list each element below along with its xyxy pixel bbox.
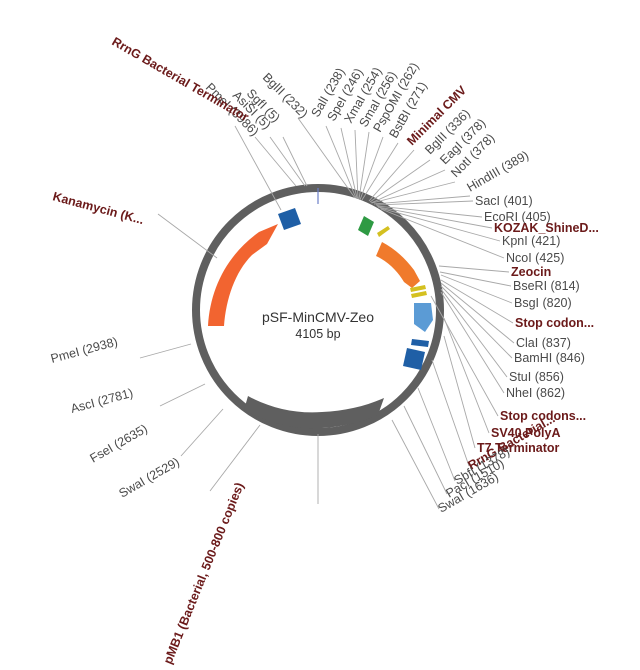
leader-stop-codons xyxy=(430,295,499,417)
leader-eagi-378 xyxy=(370,169,446,204)
site-label-saci-401[interactable]: SacI (401) xyxy=(475,194,533,208)
feature-label-rrng-terminator-top[interactable]: RrnG Bacterial Terminator xyxy=(110,34,252,124)
site-label-bamhi-846[interactable]: BamHI (846) xyxy=(514,351,585,365)
leader-ecori-405 xyxy=(376,205,483,218)
leader-nhei-862 xyxy=(440,291,505,394)
leader-sv40-polya xyxy=(443,317,490,434)
leader-bamhi-846 xyxy=(440,285,513,359)
leader-sbfi-1378 xyxy=(417,387,456,482)
leader-ncoi-425 xyxy=(380,208,505,259)
leader-asisi-5 xyxy=(269,136,306,187)
center-size: 4105 bp xyxy=(295,327,340,341)
feature-label-sv40-polya[interactable]: SV40 PolyA xyxy=(491,426,560,440)
leader-xmai-254 xyxy=(354,129,359,200)
leader-kanamycin xyxy=(157,213,218,259)
leader-psp0mi-262 xyxy=(359,136,384,201)
leader-minimal-cmv xyxy=(368,149,415,202)
site-label-bsgi-820[interactable]: BsgI (820) xyxy=(514,296,572,310)
leader-stop-codon xyxy=(440,279,514,324)
site-label-ecori-405[interactable]: EcoRI (405) xyxy=(484,210,551,224)
leader-bsgi-820 xyxy=(440,274,513,304)
leader-bstbi-271 xyxy=(361,142,399,201)
leader-zeocin xyxy=(438,265,510,273)
feature-stop-codons-glyph[interactable] xyxy=(411,291,427,298)
leader-lines xyxy=(139,117,515,510)
feature-pmb1-glyph[interactable] xyxy=(244,396,384,429)
feature-rrng-bacterial-glyph[interactable] xyxy=(403,348,425,370)
leader-sgfi-5 xyxy=(282,136,308,187)
leader-asci-2781 xyxy=(159,383,206,407)
leader-paci-1510 xyxy=(403,405,448,495)
leader-swai-1636 xyxy=(391,419,440,510)
leader-bglii-232 xyxy=(297,117,356,199)
leader-noti-378 xyxy=(371,181,456,204)
site-label-ncoi-425[interactable]: NcoI (425) xyxy=(506,251,564,265)
feature-label-kozak[interactable]: KOZAK_ShineD... xyxy=(494,221,599,235)
feature-kozak-glyph[interactable] xyxy=(377,226,390,237)
feature-zeocin-glyph[interactable] xyxy=(376,242,420,288)
leader-clai-837 xyxy=(440,282,515,344)
leader-kozak xyxy=(377,206,493,229)
site-label-pmei-2938[interactable]: PmeI (2938) xyxy=(49,335,119,366)
feature-label-stop-codons[interactable]: Stop codons... xyxy=(500,409,586,423)
leader-bglii-336 xyxy=(369,159,431,203)
feature-t7-terminator-glyph[interactable] xyxy=(411,339,429,347)
leader-smai-256 xyxy=(358,131,370,200)
leader-pmei-3986 xyxy=(254,136,297,187)
feature-sv40-polya-glyph[interactable] xyxy=(414,303,433,332)
site-label-asci-2781[interactable]: AscI (2781) xyxy=(69,386,134,416)
leader-pmei-2938 xyxy=(139,343,192,359)
feature-label-kanamycin[interactable]: Kanamycin (K... xyxy=(51,189,145,227)
leader-stui-856 xyxy=(440,288,508,378)
site-label-stui-856[interactable]: StuI (856) xyxy=(509,370,564,384)
leader-sali-238 xyxy=(325,125,357,199)
leader-bseri-814 xyxy=(439,271,512,287)
site-label-bseri-814[interactable]: BseRI (814) xyxy=(513,279,580,293)
leader-hindiii-389 xyxy=(373,195,471,205)
leader-rrng-terminator-top xyxy=(234,125,282,211)
leader-swai-2529 xyxy=(209,424,261,492)
site-label-clai-837[interactable]: ClaI (837) xyxy=(516,336,571,350)
leader-rrng-bacterial xyxy=(431,359,470,467)
leader-t7-terminator xyxy=(443,335,476,449)
site-label-fsei-2635[interactable]: FseI (2635) xyxy=(88,422,150,466)
feature-label-stop-codon[interactable]: Stop codon... xyxy=(515,316,594,330)
feature-label-zeocin[interactable]: Zeocin xyxy=(511,265,551,279)
leader-fsei-2635 xyxy=(180,408,224,457)
center-title: pSF-MinCMV-Zeo xyxy=(262,309,374,325)
feature-kanamycin-glyph[interactable] xyxy=(208,224,278,326)
leader-kpni-421 xyxy=(379,207,501,242)
feature-label-pmb1[interactable]: pMB1 (Bacterial, 500-800 copies) xyxy=(161,481,247,667)
labels: pSF-MinCMV-Zeo 4105 bp PmeI (3986)AsiSI … xyxy=(49,34,599,666)
feature-stop-codon-glyph[interactable] xyxy=(410,285,426,292)
site-label-nhei-862[interactable]: NheI (862) xyxy=(506,386,565,400)
feature-minimal-cmv-glyph[interactable] xyxy=(358,216,374,236)
leader-saci-401 xyxy=(375,200,474,206)
leader-spei-246 xyxy=(340,127,358,199)
feature-rrng-terminator-top-glyph[interactable] xyxy=(278,208,301,230)
feature-label-t7-terminator[interactable]: T7 Terminator xyxy=(477,441,560,455)
site-label-swai-2529[interactable]: SwaI (2529) xyxy=(117,455,182,501)
site-label-kpni-421[interactable]: KpnI (421) xyxy=(502,234,560,248)
